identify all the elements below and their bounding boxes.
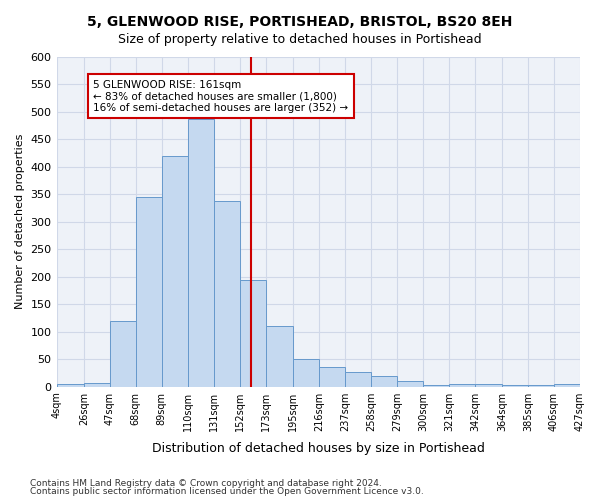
Bar <box>56 384 84 386</box>
Bar <box>293 359 319 386</box>
Bar <box>423 385 449 386</box>
Bar <box>188 118 214 386</box>
Text: Contains public sector information licensed under the Open Government Licence v3: Contains public sector information licen… <box>30 487 424 496</box>
Bar <box>371 376 397 386</box>
Bar <box>319 368 345 386</box>
Text: Size of property relative to detached houses in Portishead: Size of property relative to detached ho… <box>118 32 482 46</box>
Bar <box>162 156 188 386</box>
Bar <box>449 384 475 386</box>
Y-axis label: Number of detached properties: Number of detached properties <box>15 134 25 310</box>
Text: Contains HM Land Registry data © Crown copyright and database right 2024.: Contains HM Land Registry data © Crown c… <box>30 478 382 488</box>
Bar <box>554 384 580 386</box>
Bar <box>475 384 502 386</box>
Bar <box>239 280 266 386</box>
Text: 5 GLENWOOD RISE: 161sqm
← 83% of detached houses are smaller (1,800)
16% of semi: 5 GLENWOOD RISE: 161sqm ← 83% of detache… <box>93 80 349 113</box>
Bar <box>136 197 162 386</box>
Text: 5, GLENWOOD RISE, PORTISHEAD, BRISTOL, BS20 8EH: 5, GLENWOOD RISE, PORTISHEAD, BRISTOL, B… <box>88 15 512 29</box>
Bar <box>397 381 423 386</box>
Bar <box>528 385 554 386</box>
Bar <box>266 326 293 386</box>
X-axis label: Distribution of detached houses by size in Portishead: Distribution of detached houses by size … <box>152 442 485 455</box>
Bar <box>214 200 239 386</box>
Bar <box>345 372 371 386</box>
Bar <box>502 385 528 386</box>
Bar <box>110 320 136 386</box>
Bar <box>84 383 110 386</box>
